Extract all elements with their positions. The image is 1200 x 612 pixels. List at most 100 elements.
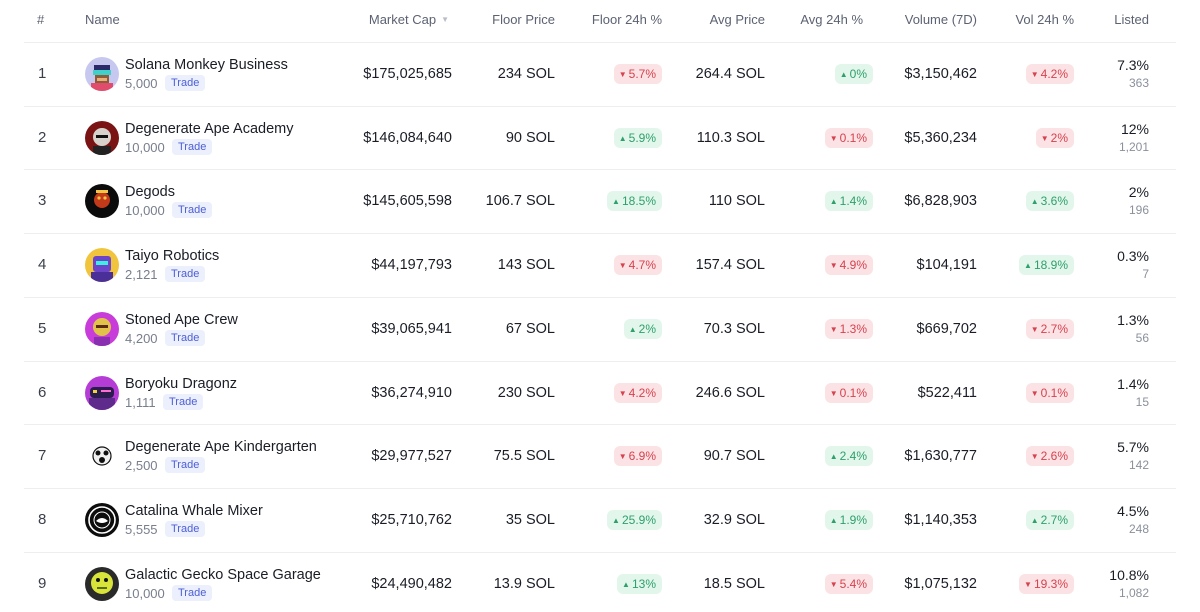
vol-24h-value: 18.9%	[1033, 258, 1068, 273]
trade-button[interactable]: Trade	[172, 202, 213, 219]
listed-percent: 1.4%	[1117, 375, 1149, 392]
baby-ape-avatar-icon	[85, 439, 119, 474]
rank: 6	[38, 383, 47, 401]
collection-name[interactable]: Degods	[125, 184, 175, 201]
collection-supply: 5,555	[125, 521, 158, 537]
floor-price-value: 35 SOL	[505, 511, 555, 528]
arrow-up-icon: ▲	[1024, 261, 1032, 271]
collection-name[interactable]: Stoned Ape Crew	[125, 311, 238, 328]
floor-price-value: 234 SOL	[497, 66, 555, 82]
collection-supply: 2,500	[125, 458, 158, 474]
collection-name[interactable]: Boryoku Dragonz	[125, 375, 238, 392]
collection-supply: 5,000	[125, 76, 158, 91]
market-cap-value: $24,490,482	[371, 575, 452, 592]
whale-seal-avatar-icon	[85, 502, 119, 537]
collection-name[interactable]: Degenerate Ape Academy	[125, 120, 294, 137]
vol-24h-value: 2.7%	[1040, 321, 1068, 336]
listed-count: 7	[1142, 267, 1149, 282]
collection-supply: 1,111	[125, 394, 156, 410]
market-cap-value: $175,025,685	[363, 66, 452, 82]
floor-24h-value: 5.9%	[628, 130, 656, 145]
market-cap-value: $146,084,640	[363, 129, 452, 146]
col-floor-price-header[interactable]: Floor Price	[492, 12, 555, 27]
trade-button[interactable]: Trade	[165, 266, 206, 283]
arrow-down-icon: ▼	[1030, 70, 1039, 79]
arrow-up-icon: ▲	[612, 515, 620, 525]
avg-24h-badge: ▼ 0.1%	[824, 382, 873, 403]
floor-24h-value: 6.9%	[628, 449, 656, 464]
arrow-up-icon: ▲	[612, 197, 620, 207]
pixel-monkey-avatar-icon	[85, 57, 119, 91]
sort-down-icon: ▼	[441, 15, 449, 24]
floor-price-value: 75.5 SOL	[493, 448, 555, 465]
rank: 9	[38, 574, 47, 592]
trade-button[interactable]: Trade	[172, 138, 213, 155]
listed-count: 56	[1135, 330, 1149, 345]
listed-percent: 1.3%	[1117, 311, 1149, 328]
table-row[interactable]: 5 Stoned Ape Crew 4,200 Trade $39,065,94…	[24, 296, 1176, 361]
col-market-cap-label: Market Cap	[368, 12, 437, 27]
table-row[interactable]: 6 Boryoku Dragonz 1,111 Trade $36,274,91…	[24, 360, 1176, 425]
avg-24h-value: 1.3%	[839, 321, 867, 336]
table-row[interactable]: 9 Galactic Gecko Space Garage 10,000 Tra…	[24, 551, 1176, 612]
floor-24h-badge: ▲ 13%	[617, 573, 662, 594]
col-avg-24h-header[interactable]: Avg 24h %	[800, 12, 863, 27]
col-avg-price-header[interactable]: Avg Price	[709, 12, 765, 27]
vol-24h-value: 2.6%	[1040, 449, 1068, 464]
floor-24h-badge: ▼ 4.2%	[613, 382, 662, 403]
listed-count: 1,201	[1118, 139, 1149, 154]
volume-7d-value: $1,075,132	[904, 575, 977, 592]
floor-24h-value: 4.7%	[628, 258, 656, 273]
listed-count: 196	[1128, 203, 1149, 218]
table-row[interactable]: 7 Degenerate Ape Kindergarten 2,500 Trad…	[24, 424, 1176, 488]
vol-24h-value: 19.3%	[1033, 576, 1068, 591]
floor-24h-badge: ▲ 5.9%	[613, 127, 662, 148]
trade-button[interactable]: Trade	[163, 393, 204, 410]
table-row[interactable]: 8 Catalina Whale Mixer 5,555 Trade $25,7…	[24, 487, 1176, 552]
avg-price-value: 18.5 SOL	[703, 575, 765, 592]
collection-supply: 10,000	[125, 203, 165, 219]
collection-name[interactable]: Galactic Gecko Space Garage	[125, 566, 321, 583]
floor-price-value: 90 SOL	[505, 129, 555, 146]
trade-button[interactable]: Trade	[165, 75, 206, 91]
arrow-down-icon: ▼	[829, 324, 838, 334]
col-floor-24h-header[interactable]: Floor 24h %	[591, 12, 662, 27]
trade-button[interactable]: Trade	[165, 520, 206, 537]
collection-name[interactable]: Solana Monkey Business	[125, 57, 288, 73]
table-row[interactable]: 4 Taiyo Robotics 2,121 Trade $44,197,793…	[24, 233, 1176, 297]
vol-24h-value: 2.7%	[1040, 512, 1068, 527]
avg-24h-value: 0.1%	[839, 130, 867, 145]
vol-24h-badge: ▼ 0.1%	[1025, 382, 1074, 403]
avg-price-value: 70.3 SOL	[703, 320, 765, 337]
avg-24h-value: 2.4%	[839, 449, 867, 464]
avg-24h-value: 0%	[849, 67, 867, 81]
arrow-down-icon: ▼	[1040, 133, 1049, 143]
trade-button[interactable]: Trade	[165, 329, 206, 346]
col-name-header[interactable]: Name	[85, 12, 120, 27]
volume-7d-value: $1,140,353	[904, 511, 977, 528]
table-row[interactable]: 3 Degods 10,000 Trade $145,605,598 106.7…	[24, 169, 1176, 233]
listed-percent: 5.7%	[1117, 439, 1149, 456]
rank: 4	[38, 256, 47, 274]
trade-button[interactable]: Trade	[172, 584, 213, 601]
vol-24h-value: 2%	[1050, 130, 1068, 145]
table-row[interactable]: 1 Solana Monkey Business 5,000 Trade $17…	[24, 42, 1176, 106]
col-volume-7d-header[interactable]: Volume (7D)	[904, 12, 977, 27]
volume-7d-value: $522,411	[917, 384, 977, 401]
collection-name[interactable]: Degenerate Ape Kindergarten	[125, 439, 317, 456]
trade-button[interactable]: Trade	[165, 457, 206, 474]
avg-24h-value: 5.4%	[839, 576, 867, 591]
col-listed-header[interactable]: Listed	[1114, 12, 1149, 27]
collection-supply: 10,000	[125, 585, 165, 601]
market-cap-value: $36,274,910	[371, 384, 452, 401]
vol-24h-value: 3.6%	[1040, 194, 1068, 209]
collection-name[interactable]: Taiyo Robotics	[125, 248, 220, 265]
collection-name[interactable]: Catalina Whale Mixer	[125, 502, 263, 519]
col-vol-24h-header[interactable]: Vol 24h %	[1015, 12, 1074, 27]
table-row[interactable]: 2 Degenerate Ape Academy 10,000 Trade $1…	[24, 105, 1176, 170]
listed-count: 142	[1128, 458, 1149, 473]
arrow-up-icon: ▲	[839, 70, 848, 79]
arrow-down-icon: ▼	[1030, 324, 1039, 334]
col-market-cap-header[interactable]: Market Cap ▼	[369, 12, 449, 27]
